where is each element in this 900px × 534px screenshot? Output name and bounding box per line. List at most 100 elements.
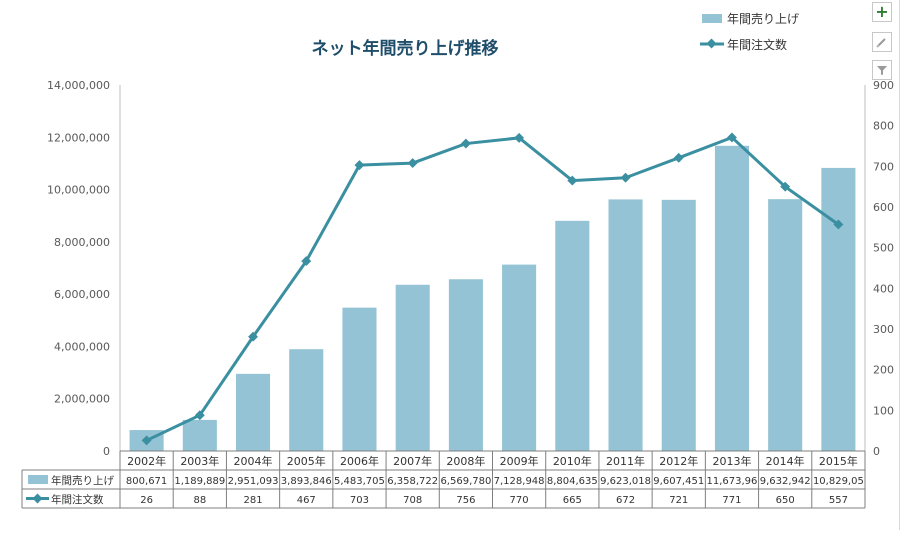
data-label-sales: 9,607,451 — [653, 476, 704, 487]
data-label-sales: 9,623,018 — [600, 476, 651, 487]
data-label-sales: 2,951,093 — [228, 476, 279, 487]
chart-title: ネット年間売り上げ推移 — [312, 38, 499, 59]
bar-sales[interactable] — [714, 145, 749, 451]
bar-sales[interactable] — [289, 349, 324, 451]
y-right-tick-label: 600 — [873, 201, 894, 214]
y-left-tick-label: 8,000,000 — [54, 236, 110, 249]
point-orders[interactable] — [194, 410, 205, 421]
category-label: 2015年 — [819, 454, 858, 468]
y-right-tick-label: 400 — [873, 282, 894, 295]
bar-sales[interactable] — [555, 220, 590, 451]
category-label: 2005年 — [287, 454, 326, 468]
bar-sales[interactable] — [608, 199, 643, 451]
point-orders[interactable] — [673, 152, 684, 163]
point-orders[interactable] — [301, 256, 312, 267]
data-label-orders: 88 — [193, 495, 206, 506]
data-label-orders: 703 — [350, 495, 369, 506]
y-left-tick-label: 14,000,000 — [47, 79, 110, 92]
data-label-orders: 650 — [776, 495, 795, 506]
table-key-sales — [28, 475, 48, 484]
point-orders[interactable] — [833, 219, 844, 230]
filter-icon — [877, 66, 887, 75]
category-label: 2002年 — [127, 454, 166, 468]
data-label-sales: 3,893,846 — [281, 476, 332, 487]
y-left-tick-label: 12,000,000 — [47, 131, 110, 144]
y-right-tick-label: 0 — [873, 445, 880, 458]
point-orders[interactable] — [460, 138, 471, 149]
category-label: 2014年 — [766, 454, 805, 468]
chart-filters-button[interactable] — [872, 60, 892, 80]
bar-sales[interactable] — [182, 419, 217, 451]
category-label: 2007年 — [393, 454, 432, 468]
data-label-sales: 1,189,889 — [174, 476, 225, 487]
point-orders[interactable] — [141, 435, 152, 446]
category-label: 2008年 — [446, 454, 485, 468]
add-chart-element-button[interactable]: + — [872, 2, 892, 22]
data-label-sales: 6,358,722 — [387, 476, 438, 487]
bar-sales[interactable] — [342, 307, 377, 451]
y-right-tick-label: 300 — [873, 323, 894, 336]
point-orders[interactable] — [567, 175, 578, 186]
data-label-orders: 281 — [243, 495, 262, 506]
point-orders[interactable] — [780, 181, 791, 192]
y-left-tick-label: 10,000,000 — [47, 184, 110, 197]
bar-sales[interactable] — [768, 199, 803, 451]
point-orders[interactable] — [354, 160, 365, 171]
legend-marker-orders — [706, 38, 717, 49]
category-label: 2003年 — [180, 454, 219, 468]
point-orders[interactable] — [620, 172, 631, 183]
data-label-orders: 467 — [297, 495, 316, 506]
chart-styles-button[interactable] — [872, 32, 892, 52]
category-label: 2009年 — [500, 454, 539, 468]
bar-sales[interactable] — [395, 284, 430, 451]
bar-sales[interactable] — [448, 279, 483, 451]
data-label-sales: 6,569,780 — [440, 476, 491, 487]
data-label-sales: 800,671 — [126, 476, 167, 487]
data-label-sales: 9,632,942 — [760, 476, 811, 487]
table-key-orders-marker — [32, 493, 43, 504]
y-right-tick-label: 700 — [873, 160, 894, 173]
point-orders[interactable] — [514, 132, 525, 143]
data-label-sales: 11,673,96 — [707, 476, 758, 487]
bar-sales[interactable] — [661, 199, 696, 451]
data-label-orders: 756 — [456, 495, 475, 506]
plus-icon: + — [875, 2, 889, 21]
data-label-sales: 5,483,705 — [334, 476, 385, 487]
legend-label-orders: 年間注文数 — [727, 37, 787, 52]
bar-sales[interactable] — [236, 373, 271, 451]
data-label-sales: 8,804,635 — [547, 476, 598, 487]
y-left-tick-label: 0 — [103, 445, 110, 458]
data-label-sales: 7,128,948 — [494, 476, 545, 487]
y-left-tick-label: 6,000,000 — [54, 288, 110, 301]
data-label-orders: 721 — [669, 495, 688, 506]
data-label-orders: 708 — [403, 495, 422, 506]
category-label: 2006年 — [340, 454, 379, 468]
table-row-header-sales: 年間売り上げ — [51, 474, 114, 487]
point-orders[interactable] — [727, 132, 737, 143]
data-label-orders: 770 — [510, 495, 529, 506]
y-right-tick-label: 500 — [873, 242, 894, 255]
y-right-tick-label: 100 — [873, 404, 894, 417]
series-line-orders — [145, 135, 840, 442]
y-left-tick-label: 4,000,000 — [54, 340, 110, 353]
table-row-header-orders: 年間注文数 — [51, 493, 104, 506]
bar-sales[interactable] — [821, 167, 856, 451]
data-label-orders: 665 — [563, 495, 582, 506]
bar-sales[interactable] — [502, 264, 537, 451]
legend-swatch-sales — [702, 14, 722, 23]
legend-label-sales: 年間売り上げ — [727, 11, 799, 26]
data-label-orders: 672 — [616, 495, 635, 506]
y-right-tick-label: 800 — [873, 120, 894, 133]
category-label: 2004年 — [234, 454, 273, 468]
category-label: 2013年 — [712, 454, 751, 468]
data-label-sales: 10,829,05 — [813, 476, 864, 487]
data-label-orders: 771 — [722, 495, 741, 506]
category-label: 2011年 — [606, 454, 645, 468]
data-label-orders: 557 — [829, 495, 848, 506]
y-left-tick-label: 2,000,000 — [54, 393, 110, 406]
point-orders[interactable] — [407, 158, 418, 169]
y-right-tick-label: 200 — [873, 364, 894, 377]
y-right-tick-label: 900 — [873, 79, 894, 92]
category-label: 2010年 — [553, 454, 592, 468]
